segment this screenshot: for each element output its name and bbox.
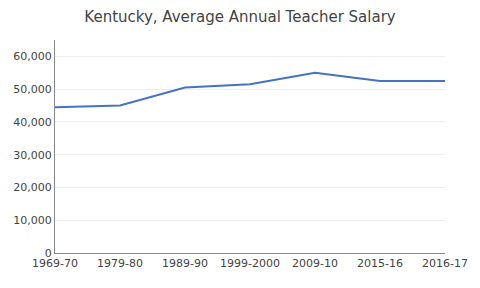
svg-text:10,000: 10,000 xyxy=(13,214,52,227)
svg-text:30,000: 30,000 xyxy=(13,149,52,162)
svg-text:Kentucky, Average Annual Teach: Kentucky, Average Annual Teacher Salary xyxy=(84,8,395,26)
svg-text:2009-10: 2009-10 xyxy=(292,257,338,270)
svg-text:1989-90: 1989-90 xyxy=(162,257,208,270)
svg-text:50,000: 50,000 xyxy=(13,83,52,96)
svg-text:1979-80: 1979-80 xyxy=(97,257,143,270)
svg-text:0: 0 xyxy=(45,247,52,260)
svg-text:1999-2000: 1999-2000 xyxy=(220,257,280,270)
svg-text:1969-70: 1969-70 xyxy=(32,257,78,270)
svg-text:60,000: 60,000 xyxy=(13,50,52,63)
svg-text:2015-16: 2015-16 xyxy=(357,257,403,270)
svg-text:20,000: 20,000 xyxy=(13,181,52,194)
svg-text:40,000: 40,000 xyxy=(13,116,52,129)
svg-text:2016-17: 2016-17 xyxy=(422,257,468,270)
